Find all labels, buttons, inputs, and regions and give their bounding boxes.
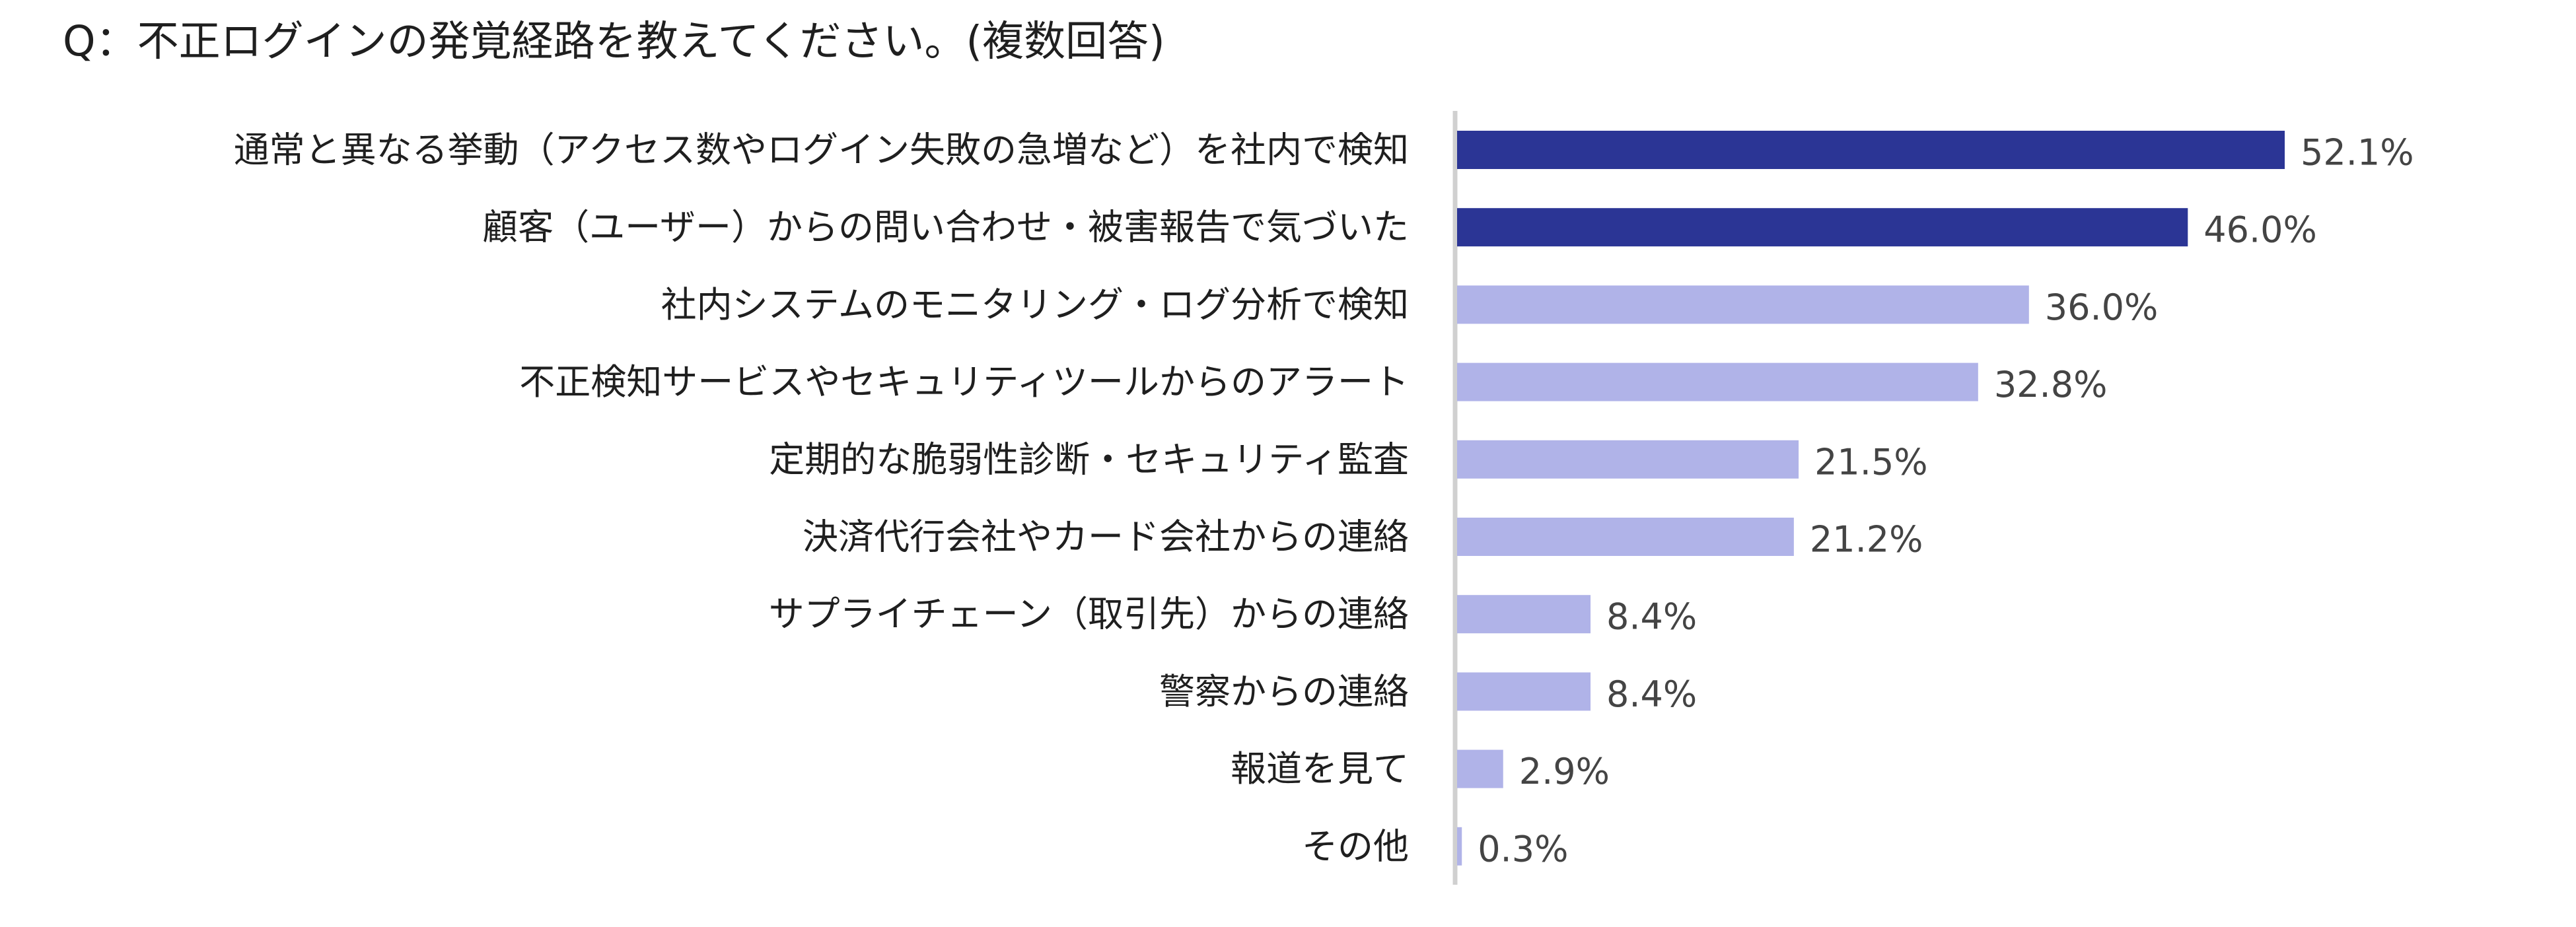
bar-2	[1457, 285, 2029, 324]
value-label-8: 2.9%	[1519, 751, 1610, 792]
category-label-4: 定期的な脆弱性診断・セキュリティ監査	[769, 438, 1409, 480]
bar-1	[1457, 208, 2188, 247]
chart-title: Q：不正ログインの発覚経路を教えてください。(複数回答)	[63, 17, 1165, 65]
bar-6	[1457, 595, 1591, 634]
value-label-3: 32.8%	[1994, 364, 2108, 405]
bar-5	[1457, 518, 1794, 556]
bar-7	[1457, 672, 1591, 711]
category-label-8: 報道を見て	[1231, 748, 1409, 790]
value-label-1: 46.0%	[2203, 209, 2317, 251]
category-label-5: 決済代行会社やカード会社からの連絡	[803, 516, 1409, 558]
category-label-1: 顧客（ユーザー）からの問い合わせ・被害報告で気づいた	[482, 207, 1409, 248]
value-label-0: 52.1%	[2301, 132, 2414, 174]
bars-group	[1457, 131, 2285, 866]
value-label-6: 8.4%	[1606, 596, 1697, 638]
bar-4	[1457, 440, 1799, 479]
value-label-4: 21.5%	[1814, 441, 1928, 483]
category-label-3: 不正検知サービスやセキュリティツールからのアラート	[519, 361, 1409, 403]
bar-9	[1457, 827, 1462, 866]
category-label-2: 社内システムのモニタリング・ログ分析で検知	[661, 284, 1409, 326]
value-label-7: 8.4%	[1606, 673, 1697, 715]
bar-0	[1457, 131, 2285, 169]
value-label-5: 21.2%	[1810, 519, 1923, 561]
bar-8	[1457, 749, 1503, 788]
category-label-7: 警察からの連絡	[1159, 671, 1409, 712]
value-label-2: 36.0%	[2045, 287, 2159, 328]
value-label-9: 0.3%	[1478, 828, 1568, 870]
bar-3	[1457, 362, 1978, 401]
value-labels-group: 52.1% 46.0% 36.0% 32.8% 21.5% 21.2% 8.4% 8.4% 2.…	[1478, 132, 2414, 870]
category-labels-group: 通常と異なる挙動（アクセス数やログイン失敗の急増など）を社内で検知顧客（ユーザー…	[234, 129, 1409, 868]
category-label-6: サプライチェーン（取引先）からの連絡	[769, 594, 1409, 635]
category-label-9: その他	[1302, 825, 1409, 867]
category-label-0: 通常と異なる挙動（アクセス数やログイン失敗の急増など）を社内で検知	[234, 129, 1409, 171]
